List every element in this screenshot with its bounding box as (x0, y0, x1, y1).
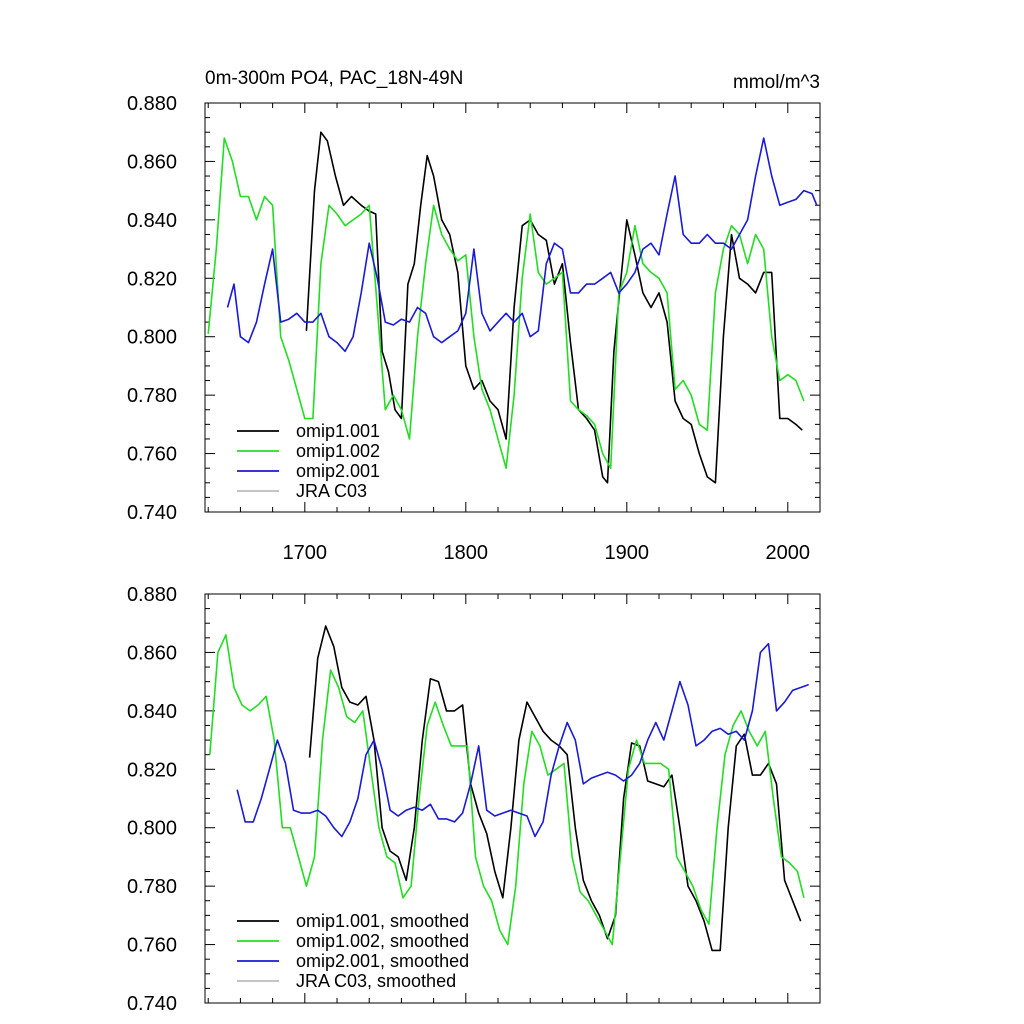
top-ytick-label: 0.760 (127, 444, 177, 466)
top-axes: 0.740 0.760 0.780 0.800 0.820 0.840 0.860 0.880… (127, 93, 821, 564)
bottom-axes: 0.740 0.760 0.780 0.800 0.820 0.840 0.860 0.880 (127, 584, 821, 1015)
bottom-series-group (209, 625, 809, 952)
bottom-ytick-label: 0.760 (127, 935, 177, 957)
top-legend-label: omip2.001 (296, 461, 380, 481)
bottom-ytick-label: 0.880 (127, 584, 177, 606)
top-xtick-label: 1900 (605, 542, 650, 564)
top-series-group (207, 131, 818, 484)
top-ytick-label: 0.740 (127, 502, 177, 524)
top-ytick-label: 0.860 (127, 151, 177, 173)
bottom-series-omip2-001 (236, 642, 809, 838)
top-ytick-label: 0.880 (127, 93, 177, 115)
bottom-ytick-label: 0.840 (127, 701, 177, 723)
top-ytick-label: 0.780 (127, 385, 177, 407)
bottom-ytick-label: 0.800 (127, 818, 177, 840)
top-legend-label: omip1.002 (296, 441, 380, 461)
top-ytick-label: 0.840 (127, 210, 177, 232)
bottom-legend-label: omip1.001, smoothed (296, 911, 469, 931)
bottom-series-omip1-002 (209, 634, 805, 946)
top-ytick-label: 0.800 (127, 327, 177, 349)
top-ytick-label: 0.820 (127, 268, 177, 290)
top-series-omip1-001 (305, 131, 803, 484)
top-chart-units: mmol/m^3 (733, 72, 820, 93)
bottom-legend-label: JRA C03, smoothed (296, 971, 456, 991)
top-legend-label: JRA C03 (296, 481, 367, 501)
top-series-omip1-002 (207, 137, 805, 470)
bottom-legend-label: omip2.001, smoothed (296, 951, 469, 971)
bottom-ytick-label: 0.780 (127, 876, 177, 898)
bottom-ytick-label: 0.740 (127, 993, 177, 1015)
top-series-omip2-001 (226, 137, 818, 353)
bottom-ytick-label: 0.820 (127, 759, 177, 781)
top-chart-title: 0m-300m PO4, PAC_18N-49N (205, 68, 463, 89)
top-xtick-label: 1700 (283, 542, 328, 564)
bottom-legend-label: omip1.002, smoothed (296, 931, 469, 951)
bottom-ytick-label: 0.860 (127, 642, 177, 664)
top-legend-label: omip1.001 (296, 421, 380, 441)
top-xtick-label: 1800 (444, 542, 489, 564)
top-xtick-label: 2000 (766, 542, 811, 564)
bottom-series-omip1-001 (308, 625, 802, 952)
